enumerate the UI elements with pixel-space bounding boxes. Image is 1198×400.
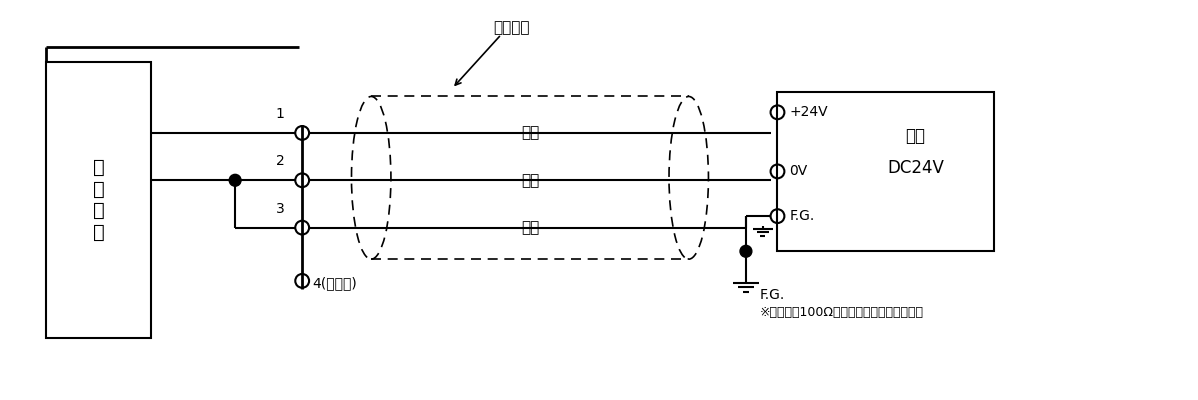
Text: F.G.: F.G. [789,209,815,223]
Text: F.G.: F.G. [760,288,785,302]
Text: +24V: +24V [789,105,828,119]
Text: 部: 部 [92,180,104,199]
Text: 3: 3 [276,202,284,216]
Text: シールド: シールド [494,20,530,35]
Text: 電源: 電源 [906,127,926,145]
Bar [778,92,994,251]
Text: 0V: 0V [789,164,807,178]
Text: 緯色: 緯色 [521,220,539,235]
Text: 回: 回 [92,201,104,220]
Circle shape [229,174,241,186]
Text: DC24V: DC24V [887,159,944,177]
Text: ※接地抗抜100Ω以下で接地してください。: ※接地抗抜100Ω以下で接地してください。 [760,306,924,319]
Bar [46,62,151,338]
Circle shape [740,245,752,257]
Text: 2: 2 [276,154,284,168]
Text: 路: 路 [92,223,104,242]
Text: 内: 内 [92,158,104,177]
Text: 茶色: 茶色 [521,126,539,140]
Text: 1: 1 [276,107,284,121]
Text: 4(未使用): 4(未使用) [311,276,357,290]
Text: 青色: 青色 [521,173,539,188]
